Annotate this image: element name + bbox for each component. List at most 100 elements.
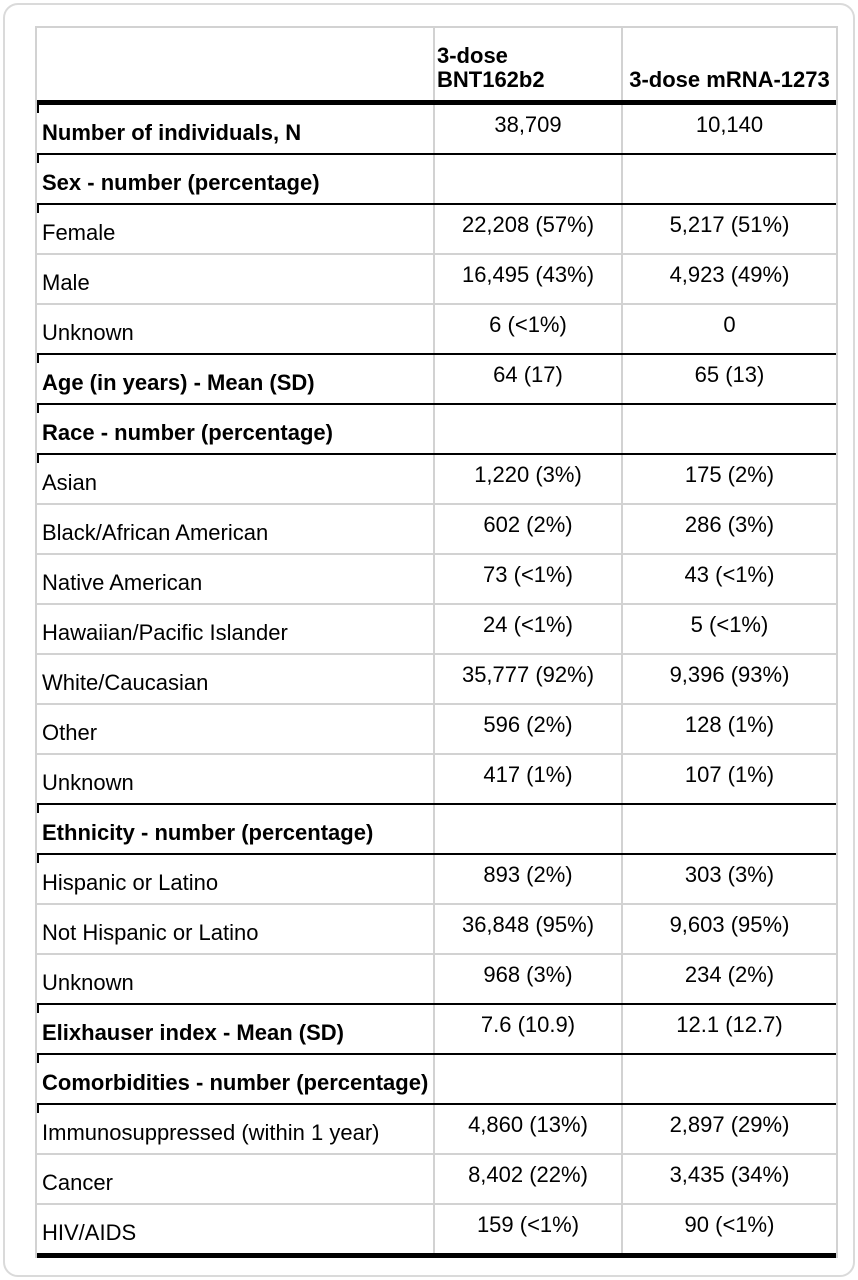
row-value-mrna1273-text: 4,923 (49%) [669, 262, 790, 287]
row-label: Black/African American [37, 505, 433, 553]
row-value-bnt162b2-text: 16,495 (43%) [461, 262, 595, 287]
row-label: Native American [37, 555, 433, 603]
row-value-bnt162b2-text: 417 (1%) [483, 762, 573, 787]
table-row: Comorbidities - number (percentage) [37, 1055, 836, 1105]
row-value-mrna1273: 90 (<1%) [621, 1205, 836, 1253]
table-row: Other 596 (2%) 128 (1%) [37, 705, 836, 755]
table-row: Native American 73 (<1%) 43 (<1%) [37, 555, 836, 605]
row-value-bnt162b2-text: 7.6 (10.9) [480, 1012, 576, 1037]
table-row: Ethnicity - number (percentage) [37, 805, 836, 855]
row-value-bnt162b2-text: 36,848 (95%) [461, 912, 595, 937]
row-value-mrna1273 [621, 155, 836, 203]
demographics-table: 3-dose BNT162b2 3-dose mRNA-1273 Number … [35, 26, 838, 1258]
row-value-bnt162b2: 8,402 (22%) [433, 1155, 621, 1203]
row-value-mrna1273-text: 10,140 [695, 112, 764, 137]
row-label: HIV/AIDS [37, 1205, 433, 1253]
row-value-bnt162b2: 36,848 (95%) [433, 905, 621, 953]
row-value-bnt162b2-text: 24 (<1%) [483, 612, 573, 637]
row-value-mrna1273: 175 (2%) [621, 455, 836, 503]
corner-cell [37, 28, 433, 100]
row-label: Unknown [37, 755, 433, 803]
table-header-row: 3-dose BNT162b2 3-dose mRNA-1273 [37, 28, 836, 105]
row-label: Asian [37, 455, 433, 503]
row-label: Immunosuppressed (within 1 year) [37, 1105, 433, 1153]
row-value-bnt162b2: 16,495 (43%) [433, 255, 621, 303]
row-value-bnt162b2: 968 (3%) [433, 955, 621, 1003]
row-label: Unknown [37, 305, 433, 353]
row-value-bnt162b2: 159 (<1%) [433, 1205, 621, 1253]
row-value-mrna1273-text: 65 (13) [694, 362, 765, 387]
row-label-text: Unknown [42, 970, 134, 996]
row-label: Ethnicity - number (percentage) [37, 805, 433, 853]
row-value-mrna1273-text: 12.1 (12.7) [676, 1012, 783, 1037]
row-value-mrna1273: 9,603 (95%) [621, 905, 836, 953]
row-value-mrna1273: 303 (3%) [621, 855, 836, 903]
row-label-text: Sex - number (percentage) [42, 170, 320, 196]
row-label: Race - number (percentage) [37, 405, 433, 453]
row-label-text: Asian [42, 470, 98, 496]
row-value-mrna1273-text: 175 (2%) [684, 462, 775, 487]
table-row: Asian 1,220 (3%) 175 (2%) [37, 455, 836, 505]
row-label-text: Number of individuals, N [42, 120, 302, 146]
row-value-mrna1273-text: 0 [723, 312, 736, 337]
row-label-text: Ethnicity - number (percentage) [42, 820, 374, 846]
row-value-mrna1273-text: 43 (<1%) [684, 562, 775, 587]
row-value-bnt162b2: 73 (<1%) [433, 555, 621, 603]
row-label: Unknown [37, 955, 433, 1003]
row-label-text: Cancer [42, 1170, 113, 1196]
table-row: HIV/AIDS 159 (<1%) 90 (<1%) [37, 1205, 836, 1258]
table-row: Black/African American 602 (2%) 286 (3%) [37, 505, 836, 555]
row-value-mrna1273: 10,140 [621, 105, 836, 153]
row-value-mrna1273: 286 (3%) [621, 505, 836, 553]
table-row: Elixhauser index - Mean (SD) 7.6 (10.9) 12… [37, 1005, 836, 1055]
row-label-text: Immunosuppressed (within 1 year) [42, 1120, 380, 1146]
row-label-text: Age (in years) - Mean (SD) [42, 370, 315, 396]
row-label: Male [37, 255, 433, 303]
row-value-mrna1273 [621, 805, 836, 853]
row-value-bnt162b2: 1,220 (3%) [433, 455, 621, 503]
row-value-mrna1273 [621, 1055, 836, 1103]
row-value-mrna1273-text: 3,435 (34%) [669, 1162, 790, 1187]
table-row: Sex - number (percentage) [37, 155, 836, 205]
row-value-mrna1273-text: 234 (2%) [684, 962, 775, 987]
row-value-bnt162b2-text: 8,402 (22%) [468, 1162, 588, 1187]
row-value-bnt162b2-text: 73 (<1%) [483, 562, 573, 587]
row-label: Hawaiian/Pacific Islander [37, 605, 433, 653]
row-value-bnt162b2-text: 893 (2%) [483, 862, 573, 887]
row-value-mrna1273-text: 5,217 (51%) [669, 212, 790, 237]
row-value-bnt162b2: 596 (2%) [433, 705, 621, 753]
row-label: White/Caucasian [37, 655, 433, 703]
row-label-text: Hawaiian/Pacific Islander [42, 620, 288, 646]
row-value-mrna1273-text: 107 (1%) [684, 762, 775, 787]
table-row: Unknown 6 (<1%) 0 [37, 305, 836, 355]
row-value-bnt162b2-text: 602 (2%) [483, 512, 573, 537]
row-label: Elixhauser index - Mean (SD) [37, 1005, 433, 1053]
row-value-mrna1273: 43 (<1%) [621, 555, 836, 603]
table-row: Hawaiian/Pacific Islander 24 (<1%) 5 (<1%) [37, 605, 836, 655]
row-value-bnt162b2: 602 (2%) [433, 505, 621, 553]
table-row: White/Caucasian 35,777 (92%) 9,396 (93%) [37, 655, 836, 705]
row-label: Age (in years) - Mean (SD) [37, 355, 433, 403]
row-value-bnt162b2-text: 968 (3%) [483, 962, 573, 987]
column-header-bnt162b2: 3-dose BNT162b2 [433, 28, 621, 100]
row-value-mrna1273: 0 [621, 305, 836, 353]
row-value-bnt162b2 [433, 805, 621, 853]
row-value-bnt162b2-text: 64 (17) [493, 362, 563, 387]
row-value-bnt162b2: 64 (17) [433, 355, 621, 403]
row-value-mrna1273-text: 128 (1%) [684, 712, 775, 737]
row-value-bnt162b2-text: 1,220 (3%) [474, 462, 582, 487]
row-value-mrna1273: 2,897 (29%) [621, 1105, 836, 1153]
row-label: Cancer [37, 1155, 433, 1203]
table-row: Race - number (percentage) [37, 405, 836, 455]
row-label-text: Elixhauser index - Mean (SD) [42, 1020, 344, 1046]
row-value-mrna1273: 107 (1%) [621, 755, 836, 803]
row-label-text: Female [42, 220, 116, 246]
row-value-bnt162b2: 417 (1%) [433, 755, 621, 803]
table-row: Hispanic or Latino 893 (2%) 303 (3%) [37, 855, 836, 905]
row-value-bnt162b2: 7.6 (10.9) [433, 1005, 621, 1053]
table-body: Number of individuals, N 38,709 10,140 Sex … [37, 105, 836, 1258]
screenshot-card: 3-dose BNT162b2 3-dose mRNA-1273 Number … [3, 3, 855, 1277]
row-value-bnt162b2: 6 (<1%) [433, 305, 621, 353]
row-label: Number of individuals, N [37, 105, 433, 153]
row-label-text: Not Hispanic or Latino [42, 920, 259, 946]
